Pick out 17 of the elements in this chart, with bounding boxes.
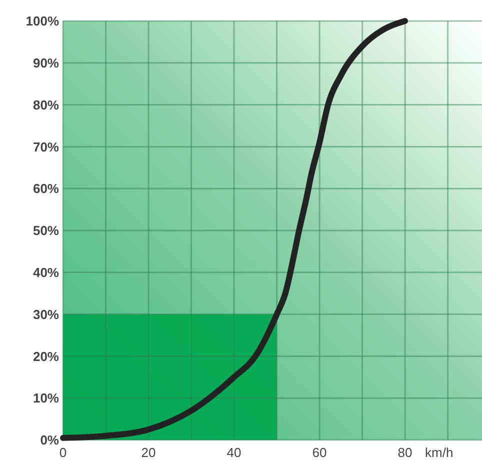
y-tick-label: 30% [32,306,60,322]
y-tick-label: 90% [32,55,60,70]
y-tick-label: 10% [32,390,60,406]
x-axis-title: km/h [425,445,454,460]
y-tick-label: 20% [32,348,60,364]
y-tick-label: 80% [32,97,60,112]
y-tick-label: 100% [26,14,60,29]
x-tick-label: 60 [312,445,327,460]
x-tick-label: 80 [398,445,412,460]
x-tick-label: 20 [141,445,156,460]
y-tick-label: 0% [40,432,60,448]
x-tick-label: 40 [226,445,242,460]
y-tick-label: 70% [32,139,60,154]
y-tick-label: 40% [32,264,60,280]
y-tick-label: 50% [32,223,60,238]
y-tick-label: 60% [32,181,60,196]
x-tick-label: 0 [59,445,67,460]
